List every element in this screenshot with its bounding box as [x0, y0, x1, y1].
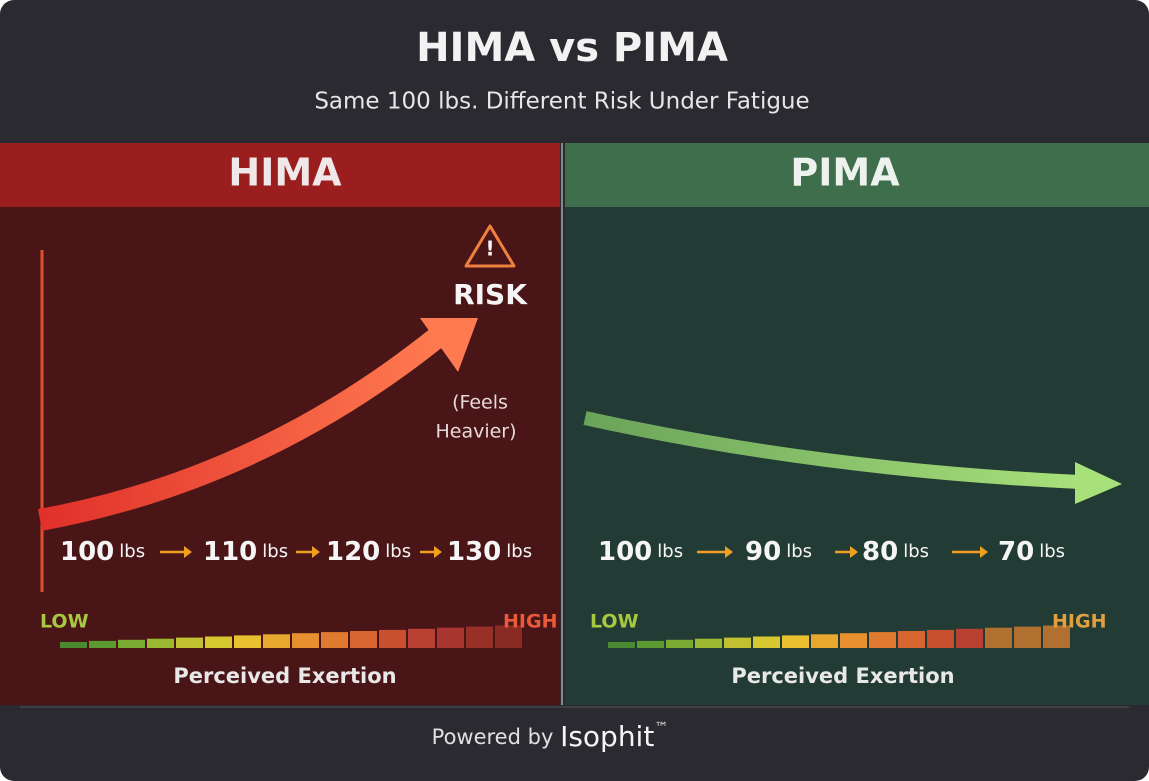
weight-unit: lbs [657, 541, 683, 562]
exertion-segment [811, 634, 838, 648]
svg-text:!: ! [485, 237, 494, 261]
exertion-segment [927, 629, 954, 648]
arrow-head [420, 318, 478, 372]
exertion-segment [437, 627, 464, 648]
exertion-segment [753, 636, 780, 648]
weights: 100 lbs 110 lbs 120 lbs 130 lbs 100 lbs 90 lbs 80 lbs… [60, 537, 1065, 567]
exertion-segment [234, 635, 261, 648]
scale-high: HIGH [503, 611, 557, 633]
exertion-segment [408, 628, 435, 648]
weight-unit: lbs [119, 541, 145, 562]
exertion-segment [898, 631, 925, 648]
weight-value: 100 [60, 537, 114, 567]
weight-unit: lbs [903, 541, 929, 562]
weight-unit: lbs [385, 541, 411, 562]
arrow-head [434, 546, 442, 558]
exertion-segment [869, 632, 896, 648]
trend-arrow [38, 326, 447, 531]
risk-label: RISK [453, 278, 528, 311]
weight-value: 120 [326, 537, 380, 567]
exertion-segment [350, 631, 377, 648]
exertion-segment [608, 642, 635, 648]
exertion-segment [840, 633, 867, 648]
arrow-head [725, 546, 733, 558]
exertion-segment [956, 628, 983, 648]
brand: Isophit [560, 720, 654, 753]
exertion-scales: LOW HIGH Perceived Exertion LOW HIGH Perceive… [40, 611, 1106, 689]
exertion-segment [985, 627, 1012, 648]
arrow-head [1075, 462, 1122, 504]
arrow-head [850, 546, 858, 558]
exertion-segment [782, 635, 809, 648]
exertion-segment [263, 634, 290, 648]
weight-value: 90 [745, 537, 781, 567]
footer: Powered by Isophit™ [432, 720, 669, 753]
weight-unit: lbs [1039, 541, 1065, 562]
weight-label: 110 lbs [203, 537, 288, 567]
exertion-segment [379, 629, 406, 648]
weight-value: 80 [862, 537, 898, 567]
weight-unit: lbs [262, 541, 288, 562]
trademark: ™ [654, 720, 668, 736]
exertion-segment [147, 638, 174, 648]
exertion-segment [637, 640, 664, 648]
weight-value: 110 [203, 537, 257, 567]
exertion-segment [724, 637, 751, 648]
arrow-head [980, 546, 988, 558]
subtitle: Same 100 lbs. Different Risk Under Fatig… [314, 89, 809, 115]
weight-label: 90 lbs [745, 537, 812, 567]
arrow-head [312, 546, 320, 558]
exertion-segment [495, 625, 522, 648]
title: HIMA vs PIMA [416, 25, 728, 71]
panel-body [0, 207, 560, 705]
weight-unit: lbs [786, 541, 812, 562]
note: (Feels [452, 392, 508, 414]
weight-label: 100 lbs [598, 537, 683, 567]
exertion-segment [60, 642, 87, 648]
exertion-segment [666, 639, 693, 648]
scale-low: LOW [590, 611, 639, 633]
exertion-segment [176, 637, 203, 648]
warning-icon: ! [464, 224, 516, 268]
exertion-segment [695, 638, 722, 648]
scale-high: HIGH [1052, 611, 1106, 633]
weight-label: 120 lbs [326, 537, 411, 567]
exertion-segment [118, 639, 145, 648]
scale-label: Perceived Exertion [173, 664, 396, 688]
arrow-head [184, 546, 192, 558]
scale-low: LOW [40, 611, 89, 633]
scale-label: Perceived Exertion [731, 664, 954, 688]
exertion-segment [205, 636, 232, 648]
panel-title: HIMA [228, 151, 342, 195]
weight-unit: lbs [506, 541, 532, 562]
weight-value: 100 [598, 537, 652, 567]
panel-body [565, 207, 1149, 705]
exertion-segment [1043, 625, 1070, 648]
weight-value: 130 [447, 537, 501, 567]
panel-header [0, 143, 560, 207]
note: Heavier) [435, 421, 516, 443]
weight-label: 130 lbs [447, 537, 532, 567]
weight-label: 100 lbs [60, 537, 145, 567]
weight-value: 70 [998, 537, 1034, 567]
trend-arrow [583, 411, 1081, 489]
panel-header [565, 143, 1149, 207]
exertion-segment [89, 640, 116, 648]
exertion-segment [292, 633, 319, 648]
weight-label: 70 lbs [998, 537, 1065, 567]
footer-prefix: Powered by [432, 725, 554, 749]
exertion-segment [466, 626, 493, 648]
panel-title: PIMA [790, 151, 900, 195]
exertion-segment [1014, 626, 1041, 648]
exertion-segment [321, 632, 348, 648]
weight-label: 80 lbs [862, 537, 929, 567]
